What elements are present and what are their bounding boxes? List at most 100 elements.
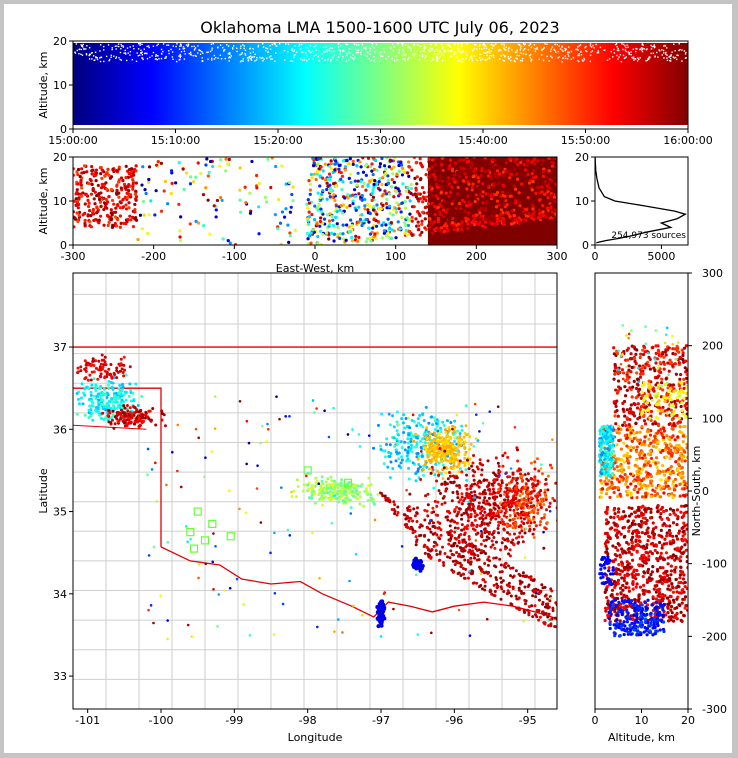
source-point bbox=[420, 230, 424, 234]
source-point bbox=[133, 207, 137, 212]
source-point bbox=[537, 198, 541, 203]
source-point bbox=[405, 216, 409, 220]
gap-speck bbox=[500, 55, 502, 57]
gap-speck bbox=[423, 46, 425, 49]
time-color-column bbox=[618, 43, 622, 125]
source-point bbox=[518, 513, 522, 517]
gap-speck bbox=[85, 52, 88, 55]
source-point bbox=[473, 490, 477, 494]
source-point bbox=[321, 233, 325, 237]
source-point bbox=[541, 159, 545, 163]
source-point bbox=[402, 413, 406, 417]
gap-speck bbox=[397, 59, 399, 61]
source-point bbox=[513, 511, 517, 515]
source-point bbox=[188, 222, 192, 226]
source-point bbox=[495, 169, 500, 173]
source-point bbox=[435, 228, 440, 232]
source-point bbox=[434, 462, 438, 466]
source-point bbox=[480, 167, 484, 171]
source-point bbox=[492, 529, 496, 533]
source-point bbox=[380, 182, 384, 187]
source-point bbox=[398, 192, 402, 196]
source-point bbox=[389, 185, 394, 189]
source-point bbox=[482, 539, 486, 543]
gap-speck bbox=[356, 49, 358, 52]
time-color-column bbox=[121, 43, 125, 125]
source-point bbox=[103, 355, 107, 359]
source-point bbox=[318, 497, 322, 501]
gap-speck bbox=[83, 47, 85, 50]
gap-speck bbox=[508, 57, 511, 60]
gap-speck bbox=[461, 45, 463, 47]
source-point bbox=[445, 449, 449, 453]
gap-speck bbox=[533, 44, 536, 46]
time-color-column bbox=[272, 43, 277, 125]
source-point bbox=[98, 214, 103, 218]
gap-speck bbox=[663, 52, 665, 54]
gap-speck bbox=[115, 57, 117, 60]
source-point bbox=[74, 203, 78, 207]
time-color-column bbox=[352, 43, 356, 125]
source-point bbox=[484, 220, 488, 225]
time-color-column bbox=[498, 43, 502, 125]
source-point bbox=[465, 187, 469, 191]
source-point bbox=[456, 526, 460, 530]
time-color-column bbox=[495, 43, 499, 125]
time-color-column bbox=[667, 43, 671, 125]
source-point bbox=[529, 510, 533, 514]
source-point bbox=[532, 194, 537, 199]
time-color-column bbox=[119, 43, 123, 125]
gap-speck bbox=[81, 46, 84, 48]
source-point bbox=[531, 203, 535, 208]
source-point bbox=[432, 452, 436, 456]
time-color-column bbox=[570, 43, 574, 125]
gap-speck bbox=[240, 53, 243, 55]
gap-speck bbox=[632, 56, 635, 58]
gap-speck bbox=[424, 55, 427, 57]
source-point bbox=[539, 505, 543, 509]
source-point bbox=[443, 480, 447, 484]
gap-speck bbox=[143, 52, 146, 55]
source-point bbox=[386, 174, 390, 178]
gap-speck bbox=[182, 46, 185, 48]
source-point bbox=[92, 197, 96, 201]
time-color-column bbox=[180, 43, 184, 125]
source-point bbox=[127, 201, 131, 205]
gap-speck bbox=[110, 54, 113, 57]
gap-speck bbox=[422, 54, 424, 56]
x-tick-label: -300 bbox=[61, 250, 86, 263]
time-color-column bbox=[511, 43, 515, 125]
source-point bbox=[280, 164, 284, 168]
gap-speck bbox=[448, 44, 450, 46]
source-point bbox=[357, 205, 361, 209]
source-point bbox=[378, 162, 383, 166]
gap-speck bbox=[685, 51, 687, 54]
source-point bbox=[90, 182, 94, 187]
source-point bbox=[523, 531, 527, 535]
gap-speck bbox=[542, 59, 545, 62]
source-point bbox=[153, 213, 157, 217]
source-point bbox=[475, 495, 479, 499]
source-point bbox=[321, 169, 325, 173]
source-point bbox=[454, 227, 458, 232]
time-color-column bbox=[139, 43, 143, 125]
gap-speck bbox=[81, 44, 84, 47]
source-point bbox=[522, 498, 526, 502]
source-point bbox=[531, 207, 535, 211]
gap-speck bbox=[597, 51, 600, 54]
gap-speck bbox=[346, 54, 348, 57]
source-point bbox=[131, 187, 135, 191]
source-point bbox=[550, 203, 554, 207]
gap-speck bbox=[346, 43, 348, 46]
source-point bbox=[549, 182, 554, 186]
gap-speck bbox=[366, 55, 368, 57]
streak-point bbox=[472, 544, 476, 548]
gap-speck bbox=[641, 43, 644, 46]
x-tick-label: 15:20:00 bbox=[253, 134, 302, 147]
gap-speck bbox=[634, 58, 636, 60]
gap-speck bbox=[669, 55, 671, 58]
source-point bbox=[269, 185, 273, 190]
source-point bbox=[97, 218, 101, 222]
gap-speck bbox=[454, 43, 456, 45]
source-point bbox=[493, 209, 497, 214]
